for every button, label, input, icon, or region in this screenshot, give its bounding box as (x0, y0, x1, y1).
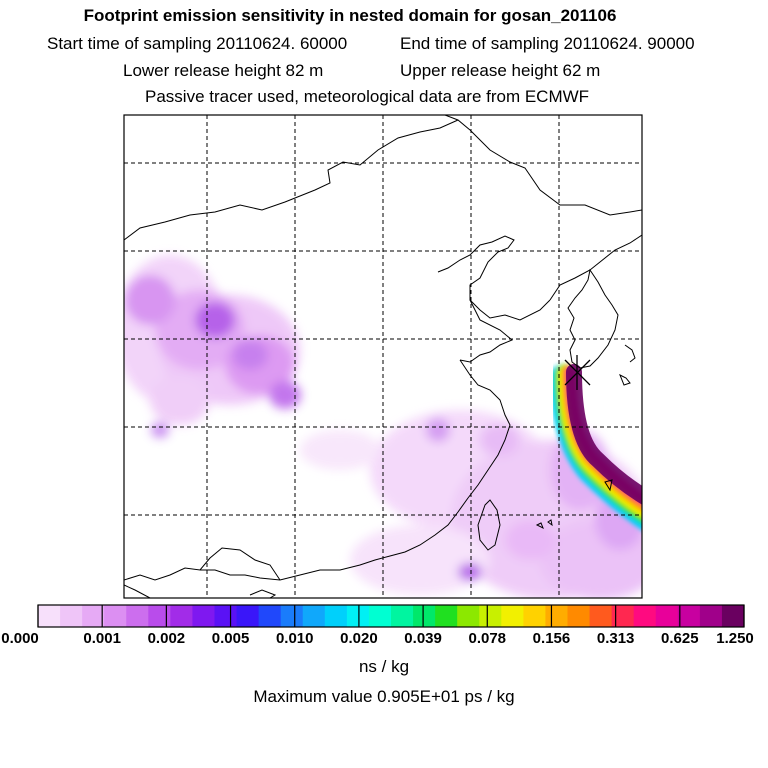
colorbar-swatch (413, 605, 436, 627)
colorbar-swatch (655, 605, 679, 627)
colorbar-swatch (611, 605, 635, 627)
colorbar-tick-label: 0.000 (1, 630, 39, 647)
colorbar-swatch (126, 605, 149, 627)
colorbar-swatch (214, 605, 238, 627)
colorbar-swatch (545, 605, 568, 627)
colorbar-swatch (677, 605, 701, 627)
colorbar-tick-label: 0.005 (211, 630, 250, 647)
colorbar-swatch (170, 605, 193, 627)
end-sampling-text: End time of sampling 20110624. 90000 (400, 34, 695, 53)
colorbar-tick-label: 1.250 (716, 630, 754, 647)
colorbar-tick-label: 0.002 (147, 630, 186, 647)
colorbar-tick-label: 0.078 (468, 630, 507, 647)
colorbar-swatch (302, 605, 326, 627)
colorbar-swatch (457, 605, 480, 627)
colorbar-swatch (104, 605, 127, 627)
colorbar-swatch (501, 605, 524, 627)
colorbar-swatch (324, 605, 348, 627)
start-sampling-text: Start time of sampling 20110624. 60000 (47, 34, 348, 53)
colorbar-tick-label: 0.010 (275, 630, 314, 647)
coastlines (124, 115, 642, 598)
colorbar-swatch (38, 605, 61, 627)
colorbar-swatch (368, 605, 392, 627)
colorbar (37, 604, 745, 628)
upper-release-text: Upper release height 62 m (400, 61, 601, 80)
colorbar-swatch (236, 605, 260, 627)
tracer-note-text: Passive tracer used, meteorological data… (145, 87, 590, 106)
colorbar-swatch (721, 605, 745, 627)
colorbar-swatch (192, 605, 215, 627)
colorbar-tick-label: 0.020 (340, 630, 378, 647)
colorbar-swatch (280, 605, 304, 627)
colorbar-swatch (699, 605, 723, 627)
colorbar-tick-label: 0.039 (404, 630, 442, 647)
colorbar-swatch (82, 605, 105, 627)
colorbar-frame (37, 604, 745, 628)
gridlines (124, 115, 642, 598)
colorbar-swatch (479, 605, 502, 627)
colorbar-tick-label: 0.156 (532, 630, 571, 647)
max-value-text: Maximum value 0.905E+01 ps / kg (253, 687, 515, 706)
colorbar-swatch (589, 605, 613, 627)
colorbar-swatch (435, 605, 458, 627)
plot-title: Footprint emission sensitivity in nested… (83, 6, 617, 25)
colorbar-swatch (60, 605, 83, 627)
colorbar-swatch (633, 605, 657, 627)
map-frame (123, 114, 643, 599)
colorbar-swatch (148, 605, 171, 627)
release-point-icon (564, 355, 591, 390)
colorbar-tick-label: 0.625 (661, 630, 699, 647)
lower-release-text: Lower release height 82 m (123, 61, 324, 80)
colorbar-swatch (346, 605, 370, 627)
sensitivity-field (124, 255, 642, 598)
unit-label: ns / kg (358, 657, 410, 676)
colorbar-tick-label: 0.001 (83, 630, 121, 647)
colorbar-swatch (258, 605, 282, 627)
colorbar-tick-label: 0.313 (596, 630, 635, 647)
colorbar-swatch (523, 605, 546, 627)
colorbar-swatch (391, 605, 414, 627)
colorbar-swatch (567, 605, 591, 627)
